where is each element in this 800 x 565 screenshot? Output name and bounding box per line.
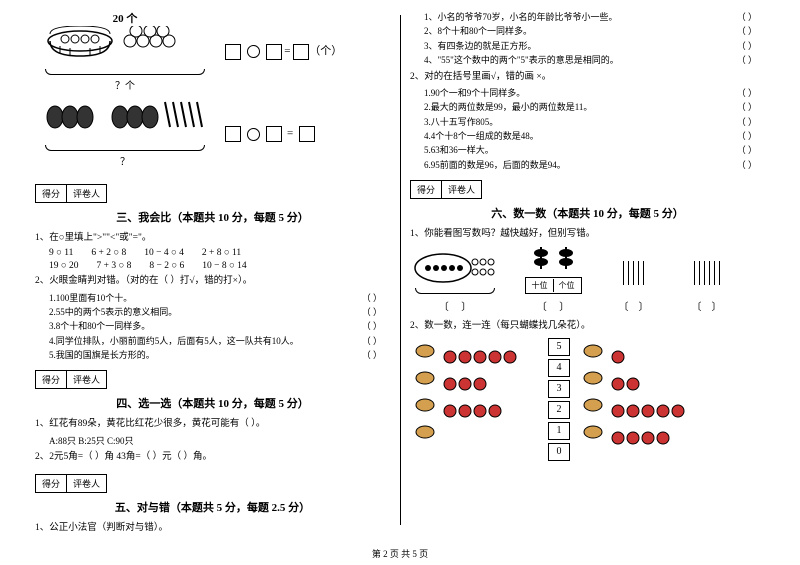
abacus-row: 〔 〕 十位个位 〔 〕 〔 〕 〔 〕: [410, 247, 765, 313]
page-footer: 第 2 页 共 5 页: [0, 547, 800, 560]
tally-1: [621, 261, 646, 288]
r2-3: 3.八十五写作805。（ ）: [424, 115, 765, 129]
sec3-item4: 4.同学位排队，小丽前面约5人，后面有5人，这一队共有10人。（ ）: [49, 334, 390, 348]
basket-label: 20 个: [35, 10, 215, 26]
count-box: 1: [548, 422, 570, 440]
r2-4: 4.4个十8个一组成的数是48。（ ）: [424, 129, 765, 143]
score-box-4: 得分评卷人: [35, 370, 107, 389]
count-box: 2: [548, 401, 570, 419]
rtop-3: 3、有四条边的就是正方形。（ ）: [424, 39, 765, 53]
sec3-row2: 19 ○ 207 + 3 ○ 88 − 2 ○ 610 − 8 ○ 14: [49, 261, 390, 271]
beads-svg: [413, 248, 498, 286]
corn-svg: [40, 100, 210, 142]
basket-question: 20 个 ？个 = （个）: [35, 10, 390, 92]
score-box-6: 得分评卷人: [410, 180, 482, 199]
r2-6: 6.95前面的数是96，后面的数是94。（ ）: [424, 158, 765, 172]
r2-2: 2.最大的两位数是99，最小的两位数是11。（ ）: [424, 100, 765, 114]
qmark2-label: ？: [35, 153, 215, 168]
right-q2: 2、对的在括号里画√，错的画 ×。: [410, 70, 765, 84]
sec3-item3: 3.8个十和80个一同样多。（ ）: [49, 319, 390, 333]
qmark-label: ？个: [35, 77, 215, 92]
sec3-item1: 1.100里面有10个十。（ ）: [49, 291, 390, 305]
basket-svg: [40, 26, 210, 66]
section-6-title: 六、数一数（本题共 10 分，每题 5 分）: [410, 205, 765, 221]
rtop-4: 4、"55"这个数中的两个"5"表示的意思是相同的。（ ）: [424, 53, 765, 67]
corn-question: ？ =: [35, 100, 390, 168]
section-4-title: 四、选一选（本题共 10 分，每题 5 分）: [35, 395, 390, 411]
abacus-svg: [526, 247, 581, 277]
sec4-opts: A:88只 B:25只 C:90只: [49, 434, 390, 448]
r2-5: 5.63和36一样大。（ ）: [424, 143, 765, 157]
count-box: 4: [548, 359, 570, 377]
count-box: 5: [548, 338, 570, 356]
sec6-q2: 2、数一数，连一连（每只蝴蝶找几朵花）。: [410, 319, 765, 333]
count-box: 0: [548, 443, 570, 461]
left-column: 20 个 ？个 = （个）: [25, 10, 400, 530]
sec6-q1: 1、你能看图写数吗？越快越好，但别写错。: [410, 227, 765, 241]
section-5-title: 五、对与错（本题共 5 分，每题 2.5 分）: [35, 499, 390, 515]
sec4-q2: 2、2元5角=（ ）角 43角=（ ）元（ ）角。: [35, 450, 390, 464]
sec5-q1: 1、公正小法官（判断对与错）。: [35, 521, 390, 535]
butterfly-grid: 5 4 3 2 1 0: [410, 338, 765, 461]
section-3-title: 三、我会比（本题共 10 分，每题 5 分）: [35, 209, 390, 225]
count-box: 3: [548, 380, 570, 398]
tally-2: [692, 261, 722, 288]
sec3-q2: 2、火眼金睛判对错。（对的在（ ）打√，错的打×）。: [35, 274, 390, 288]
equation-1: = （个）: [225, 42, 342, 59]
sec3-q1: 1、在○里填上">""<"或"="。: [35, 231, 390, 245]
score-box-5: 得分评卷人: [35, 474, 107, 493]
sec3-item2: 2.55中的两个5表示的意义相同。（ ）: [49, 305, 390, 319]
r2-1: 1.90个一和9个十同样多。（ ）: [424, 86, 765, 100]
rtop-2: 2、8个十和80个一同样多。（ ）: [424, 24, 765, 38]
column-divider: [400, 15, 401, 525]
sec4-q1: 1、红花有89朵，黄花比红花少很多，黄花可能有（ ）。: [35, 417, 390, 431]
equation-2: =: [225, 126, 315, 142]
right-column: 1、小名的爷爷70岁，小名的年龄比爷爷小一些。（ ） 2、8个十和80个一同样多…: [400, 10, 775, 530]
rtop-1: 1、小名的爷爷70岁，小名的年龄比爷爷小一些。（ ）: [424, 10, 765, 24]
score-box-3: 得分评卷人: [35, 184, 107, 203]
sec3-row1: 9 ○ 116 + 2 ○ 810 − 4 ○ 42 + 8 ○ 11: [49, 248, 390, 258]
sec3-item5: 5.我国的国旗是长方形的。（ ）: [49, 348, 390, 362]
